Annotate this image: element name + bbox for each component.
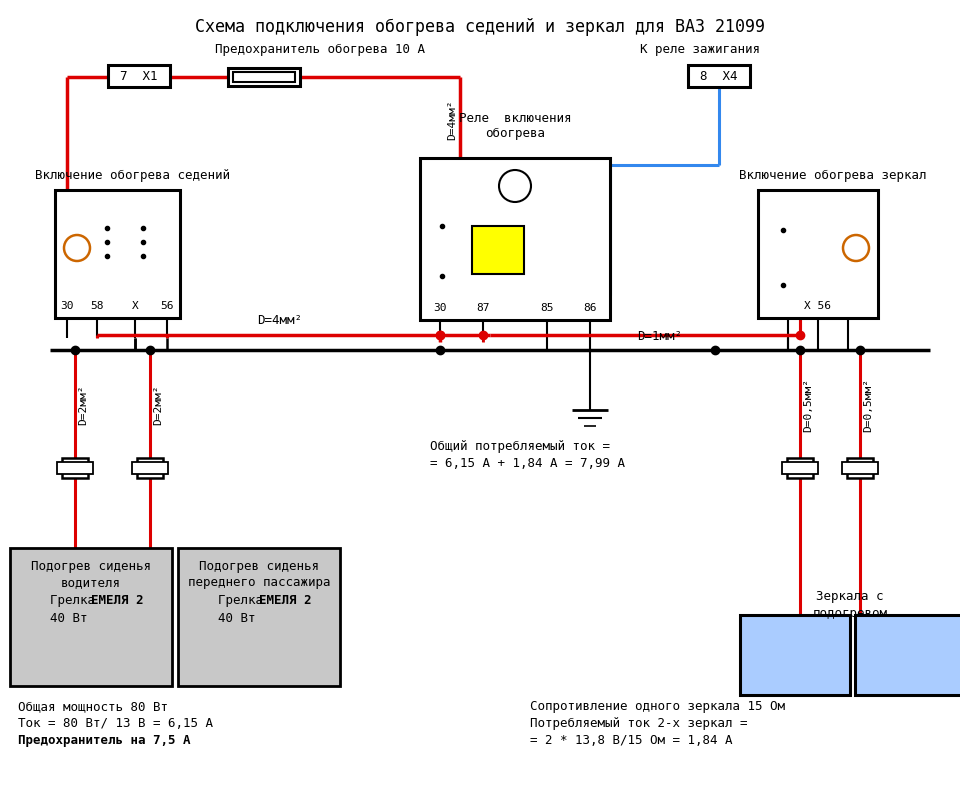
- Text: = 6,15 А + 1,84 А = 7,99 А: = 6,15 А + 1,84 А = 7,99 А: [430, 457, 625, 470]
- Text: Потребляемый ток 2-х зеркал =: Потребляемый ток 2-х зеркал =: [530, 717, 748, 730]
- Bar: [108, 65, 170, 87]
- Text: 30: 30: [60, 301, 74, 311]
- Bar: [688, 65, 750, 87]
- Bar: [132, 462, 168, 474]
- Text: 86: 86: [584, 303, 597, 313]
- Text: Сопротивление одного зеркала 15 Ом: Сопротивление одного зеркала 15 Ом: [530, 700, 785, 713]
- Bar: [855, 615, 960, 695]
- Bar: [228, 68, 300, 86]
- Text: Общий потребляемый ток =: Общий потребляемый ток =: [430, 440, 610, 453]
- Text: D=1мм²: D=1мм²: [637, 330, 683, 343]
- Text: Общая мощность 80 Вт: Общая мощность 80 Вт: [18, 700, 168, 713]
- Text: переднего пассажира: переднего пассажира: [188, 576, 330, 589]
- Text: Включение обогрева седений: Включение обогрева седений: [35, 169, 230, 182]
- Bar: [782, 462, 818, 474]
- Text: Ток = 80 Вт/ 13 В = 6,15 А: Ток = 80 Вт/ 13 В = 6,15 А: [18, 717, 213, 730]
- Text: D=2мм²: D=2мм²: [78, 384, 88, 425]
- Circle shape: [64, 235, 90, 261]
- Text: Включение обогрева зеркал: Включение обогрева зеркал: [739, 169, 926, 182]
- Bar: [57, 462, 93, 474]
- Bar: [758, 190, 878, 318]
- Text: Реле  включения
обогрева: Реле включения обогрева: [459, 112, 571, 140]
- Bar: [62, 458, 88, 478]
- Text: 87: 87: [476, 303, 490, 313]
- Bar: [842, 462, 878, 474]
- Bar: [233, 72, 295, 82]
- Text: D=0,5мм²: D=0,5мм²: [803, 378, 813, 432]
- Text: Грелка: Грелка: [50, 594, 103, 607]
- Text: = 2 * 13,8 В/15 Ом = 1,84 А: = 2 * 13,8 В/15 Ом = 1,84 А: [530, 734, 732, 747]
- Bar: [137, 458, 163, 478]
- Text: X: X: [132, 301, 138, 311]
- Bar: [55, 190, 180, 318]
- Text: 58: 58: [90, 301, 104, 311]
- Text: Схема подключения обогрева седений и зеркал для ВАЗ 21099: Схема подключения обогрева седений и зер…: [195, 18, 765, 36]
- Text: водителя: водителя: [61, 576, 121, 589]
- Text: D=4мм²: D=4мм²: [257, 314, 302, 327]
- Text: 30: 30: [433, 303, 446, 313]
- Text: Грелка: Грелка: [218, 594, 271, 607]
- Text: ЕМЕЛЯ 2: ЕМЕЛЯ 2: [91, 594, 143, 607]
- Text: D=2мм²: D=2мм²: [153, 384, 163, 425]
- Text: ЕМЕЛЯ 2: ЕМЕЛЯ 2: [259, 594, 311, 607]
- Text: 56: 56: [160, 301, 174, 311]
- Text: Подогрев сиденья: Подогрев сиденья: [199, 560, 319, 573]
- Bar: [10, 548, 172, 686]
- Text: К реле зажигания: К реле зажигания: [640, 43, 760, 56]
- Text: X 56: X 56: [804, 301, 831, 311]
- Text: Подогрев сиденья: Подогрев сиденья: [31, 560, 151, 573]
- Bar: [420, 158, 610, 320]
- Text: подогревом: подогревом: [812, 607, 887, 620]
- Bar: [787, 458, 813, 478]
- Circle shape: [843, 235, 869, 261]
- Text: D=4мм²: D=4мм²: [447, 100, 457, 140]
- Bar: [178, 548, 340, 686]
- Text: 8  X4: 8 X4: [700, 69, 737, 83]
- Bar: [472, 226, 524, 274]
- Text: 40 Вт: 40 Вт: [218, 612, 255, 625]
- Text: 40 Вт: 40 Вт: [50, 612, 87, 625]
- Text: Зеркала с: Зеркала с: [816, 590, 884, 603]
- Bar: [740, 615, 850, 695]
- Text: 7  X1: 7 X1: [120, 69, 157, 83]
- Text: Предохранитель на 7,5 А: Предохранитель на 7,5 А: [18, 734, 190, 747]
- Text: D=0,5мм²: D=0,5мм²: [863, 378, 873, 432]
- Circle shape: [499, 170, 531, 202]
- Text: 85: 85: [540, 303, 554, 313]
- Text: Предохранитель обогрева 10 А: Предохранитель обогрева 10 А: [215, 43, 425, 56]
- Bar: [847, 458, 873, 478]
